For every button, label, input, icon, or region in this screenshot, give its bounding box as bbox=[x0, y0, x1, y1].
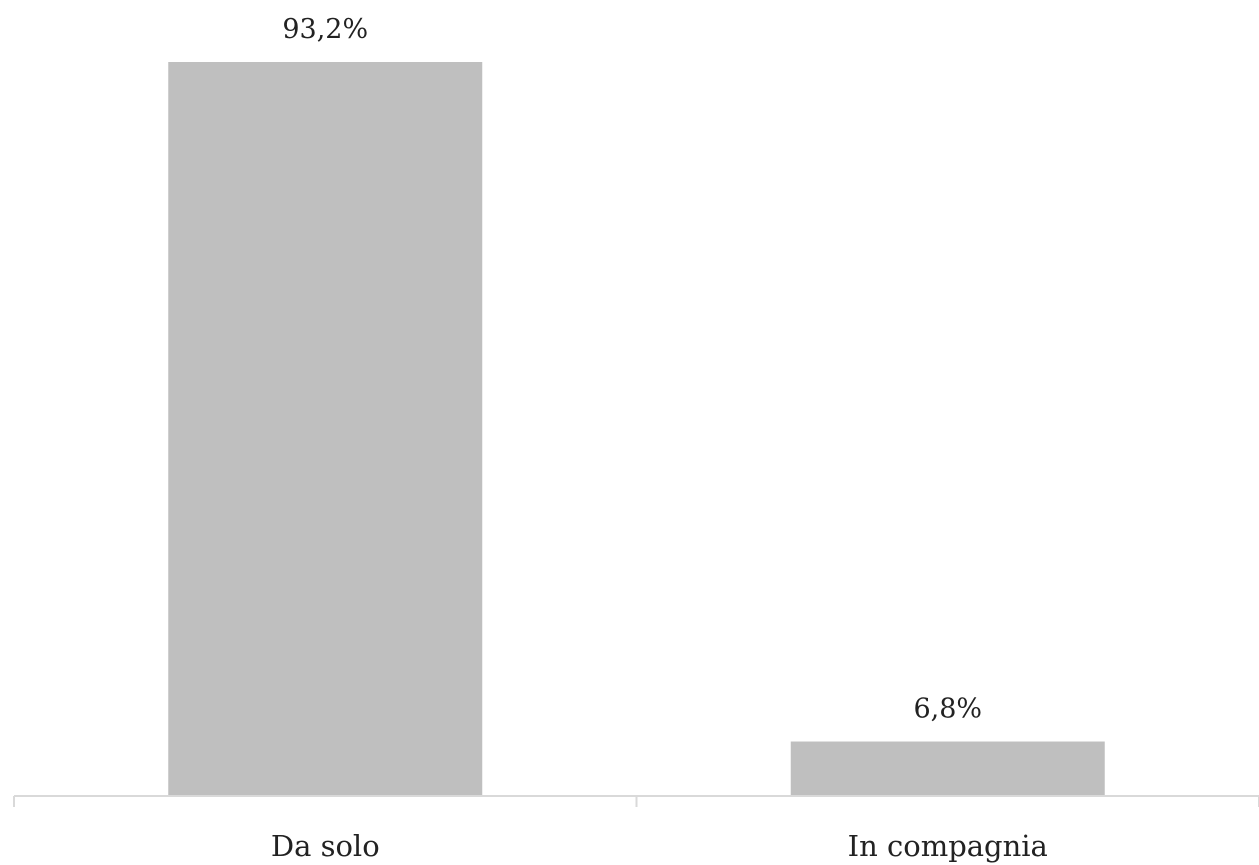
category-label: In compagnia bbox=[848, 829, 1048, 863]
data-labels-group: 93,2% 6,8% bbox=[282, 14, 982, 725]
bar-in-compagnia bbox=[790, 741, 1105, 795]
x-axis-ticks bbox=[13, 796, 1259, 807]
category-label: Da solo bbox=[271, 829, 380, 863]
data-label: 6,8% bbox=[913, 694, 982, 725]
bar-da-solo bbox=[168, 62, 483, 795]
category-labels-group: Da solo In compagnia bbox=[271, 829, 1048, 863]
bars-group bbox=[168, 62, 1105, 795]
data-label: 93,2% bbox=[282, 14, 368, 45]
